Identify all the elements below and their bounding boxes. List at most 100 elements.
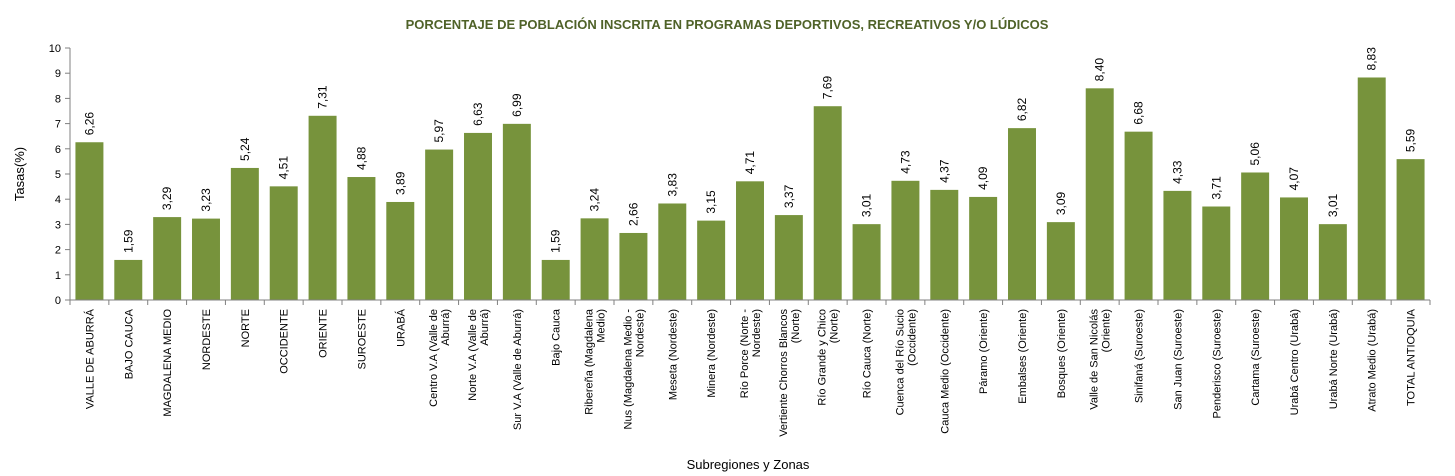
y-tick-label: 3 [55,219,61,231]
category-label: Valle de San Nicolás(Oriente) [1089,309,1113,410]
y-tick-label: 4 [55,194,61,206]
category-label: Meseta (Nordeste) [667,309,679,400]
data-label: 1,59 [121,229,135,253]
data-label: 4,71 [743,151,757,175]
bar [1396,159,1425,300]
data-label: 3,01 [860,193,874,217]
category-label: Urabá Centro (Urabá) [1289,309,1301,415]
category-label: Minera (Nordeste) [706,309,718,398]
bar [502,123,531,301]
data-label: 2,66 [626,202,640,226]
y-tick-label: 2 [55,245,61,257]
bar [1124,131,1153,300]
data-label: 4,33 [1170,160,1184,184]
category-label: Río Cauca (Norte) [862,309,874,398]
x-axis-label: Subregiones y Zonas [687,457,810,472]
category-label: Vertiente Chorros Blancos(Norte) [778,309,802,437]
bar [269,186,298,300]
x-axis: VALLE DE ABURRÁ BAJO CAUCA MAGDALENA MEDIO… [69,299,1431,437]
data-label: 3,71 [1209,176,1223,200]
category-label: MAGDALENA MEDIO [162,309,174,417]
chart-title: PORCENTAJE DE POBLACIÓN INSCRITA EN PROG… [406,17,1049,32]
bar [736,181,764,300]
bar [1318,224,1347,300]
data-label: 7,31 [316,85,330,109]
category-label: BAJO CAUCA [123,308,135,379]
category-label: Ribereña (MagdalenaMedio) [584,308,608,415]
bar [1008,128,1036,300]
data-label: 5,59 [1404,128,1418,152]
category-label: Norte V.A (Valle deAburrá) [467,309,491,401]
bar [386,201,415,300]
bar [192,218,220,300]
data-labels: 6,26 1,59 3,29 3,23 5,24 4,51 7,31 4,88 3,89 5,97… [82,47,1417,253]
category-label: NORTE [240,309,252,347]
data-label: 3,23 [199,188,213,212]
category-label: Cuenca del Río Sucio(Occidente) [894,309,918,415]
category-label: SUROESTE [356,309,368,370]
data-label: 3,89 [393,171,407,195]
category-label: Centro V.A (Valle deAburrá) [428,309,452,407]
data-label: 6,99 [510,93,524,117]
category-label: San Juan (Suroeste) [1172,309,1184,410]
bar [1357,77,1386,300]
data-label: 4,73 [898,150,912,174]
data-label: 8,40 [1093,58,1107,82]
data-label: 3,37 [782,184,796,208]
data-label: 3,01 [1326,193,1340,217]
y-axis: 0 1 2 3 4 5 6 7 8 9 10 [49,43,71,307]
category-label: NORDESTE [201,309,213,370]
y-tick-label: 1 [55,270,61,282]
bar [891,180,920,300]
bar [230,167,259,300]
bar [774,215,803,300]
data-label: 5,06 [1248,142,1262,166]
y-tick-label: 7 [55,119,61,131]
category-label: Urabá Norte (Urabá) [1328,309,1340,409]
data-label: 5,97 [432,119,446,143]
y-tick-label: 0 [55,295,61,307]
data-label: 3,24 [588,188,602,212]
bar [1280,197,1308,300]
y-tick-label: 10 [49,43,61,55]
bar [1085,88,1114,300]
bar [153,217,182,300]
data-label: 6,82 [1015,97,1029,121]
y-tick-label: 9 [55,68,61,80]
bar [541,259,570,300]
bar [425,149,454,300]
bar [75,142,104,300]
y-tick-label: 6 [55,144,61,156]
category-label: Río Grande y Chico(Norte) [817,309,841,406]
bar [658,203,687,300]
bar [813,106,842,300]
y-axis-label: Tasas(%) [12,147,27,201]
bar [969,196,998,300]
bar [464,132,492,300]
y-tick-label: 5 [55,169,61,181]
data-label: 3,83 [665,173,679,197]
bar [308,115,337,301]
bar [114,259,143,300]
category-label: Atrato Medio (Urabá) [1367,309,1379,412]
data-label: 4,09 [976,166,990,190]
category-label: Páramo (Oriente) [978,309,990,394]
bar [1163,190,1192,300]
category-label: URABÁ [394,308,407,347]
bars [75,77,1425,301]
category-label: Nus (Magdalena Medio -Nordeste) [622,309,646,430]
category-label: Río Porce (Norte -Nordeste) [739,309,763,399]
category-label: Embalses (Oriente) [1017,309,1029,404]
bar [580,218,609,300]
data-label: 6,63 [471,102,485,126]
category-label: VALLE DE ABURRÁ [83,308,96,409]
category-label: OCCIDENTE [279,309,291,374]
category-label: Cauca Medio (Occidente) [939,309,951,434]
category-label: Bajo Cauca [551,308,563,366]
data-label: 3,15 [704,190,718,214]
bar [930,189,959,300]
data-label: 8,83 [1365,47,1379,71]
bar [852,224,881,300]
data-label: 4,07 [1287,167,1301,191]
